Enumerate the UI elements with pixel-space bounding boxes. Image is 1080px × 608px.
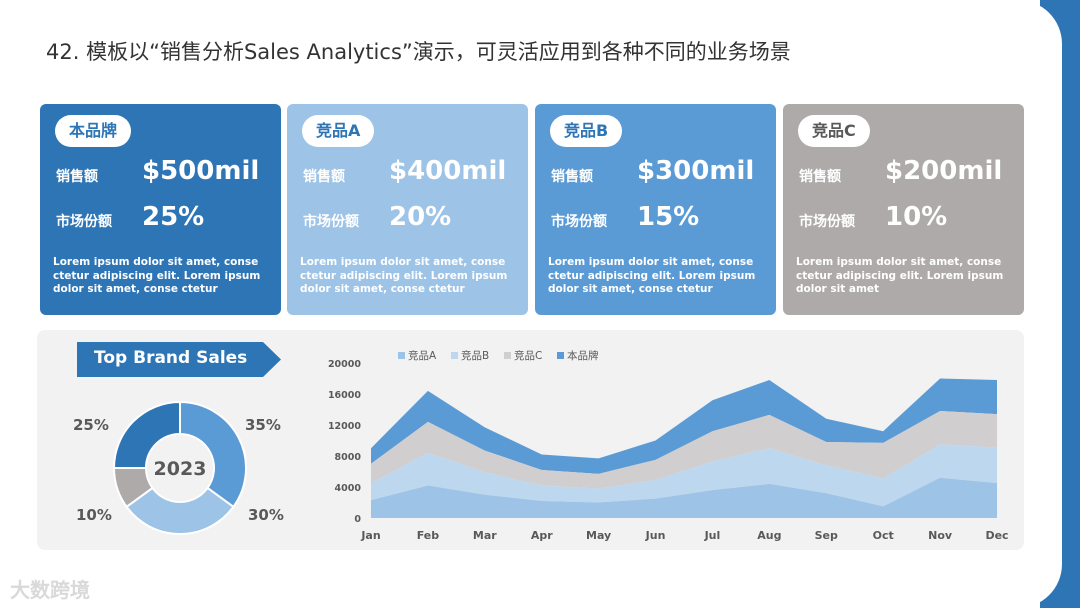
legend-label: 竞品A [408, 349, 437, 362]
card-sales-label: 销售额 [303, 169, 345, 185]
card-brand-pill: 竞品A [302, 115, 375, 147]
x-tick-label: Dec [985, 529, 1008, 542]
section-banner-label: Top Brand Sales [94, 348, 248, 368]
card-description: Lorem ipsum dolor sit amet, conse ctetur… [53, 256, 261, 295]
donut-label-own-brand: 25% [73, 416, 109, 434]
x-tick-label: Nov [928, 529, 953, 542]
card-share-value: 15% [637, 202, 700, 232]
y-tick-label: 4000 [335, 483, 362, 494]
area-series-3 [371, 378, 997, 474]
legend-label: 竞品C [514, 349, 542, 362]
legend-swatch [504, 352, 511, 359]
card-description: Lorem ipsum dolor sit amet, conse ctetur… [548, 256, 756, 295]
card-own-brand: 本品牌 销售额 $500mil 市场份额 25% Lorem ipsum dol… [40, 104, 281, 315]
card-share-value: 20% [389, 202, 452, 232]
card-description: Lorem ipsum dolor sit amet, conse ctetur… [300, 256, 508, 295]
x-tick-label: Feb [417, 529, 440, 542]
card-share-label: 市场份额 [799, 214, 855, 230]
y-tick-label: 16000 [328, 390, 361, 401]
y-tick-label: 8000 [335, 452, 362, 463]
card-share-label: 市场份额 [303, 214, 359, 230]
card-sales-label: 销售额 [551, 169, 593, 185]
legend-label: 竞品B [461, 349, 489, 362]
x-tick-label: Jul [704, 529, 721, 542]
donut-slice-0 [179, 400, 247, 509]
card-sales-value: $400mil [389, 156, 507, 186]
card-share-label: 市场份额 [551, 214, 607, 230]
area-series-2 [371, 411, 997, 489]
x-tick-label: May [586, 529, 611, 542]
x-tick-label: Jan [360, 529, 380, 542]
legend-swatch [451, 352, 458, 359]
x-tick-label: Aug [757, 529, 781, 542]
y-tick-label: 20000 [328, 359, 361, 370]
area-series-1 [371, 444, 997, 507]
page-title: 42. 模板以“销售分析Sales Analytics”演示，可灵活应用到各种不… [46, 40, 791, 64]
card-competitor-a: 竞品A 销售额 $400mil 市场份额 20% Lorem ipsum dol… [287, 104, 528, 315]
card-share-value: 25% [142, 202, 205, 232]
card-sales-value: $200mil [885, 156, 1003, 186]
x-tick-label: Mar [473, 529, 497, 542]
section-banner [77, 342, 281, 377]
card-sales-value: $500mil [142, 156, 260, 186]
card-brand-pill: 竞品B [550, 115, 623, 147]
donut-label-competitor-a: 35% [245, 416, 281, 434]
y-tick-label: 0 [354, 514, 361, 525]
card-description: Lorem ipsum dolor sit amet, conse ctetur… [796, 256, 1004, 295]
card-brand-pill: 本品牌 [55, 115, 132, 147]
card-competitor-b: 竞品B 销售额 $300mil 市场份额 15% Lorem ipsum dol… [535, 104, 776, 315]
donut-label-competitor-b: 30% [248, 506, 284, 524]
card-brand-pill: 竞品C [798, 115, 870, 147]
watermark: 大数跨境 [10, 578, 90, 602]
donut-label-competitor-c: 10% [76, 506, 112, 524]
x-tick-label: Sep [815, 529, 838, 542]
x-tick-label: Oct [873, 529, 894, 542]
card-share-label: 市场份额 [56, 214, 112, 230]
y-tick-label: 12000 [328, 421, 361, 432]
donut-hole [147, 435, 213, 501]
card-competitor-c: 竞品C 销售额 $200mil 市场份额 10% Lorem ipsum dol… [783, 104, 1024, 315]
donut-chart: 2023 [112, 400, 247, 535]
legend-label: 本品牌 [567, 349, 599, 362]
card-share-value: 10% [885, 202, 948, 232]
donut-center-label: 2023 [154, 458, 207, 480]
legend-swatch [557, 352, 564, 359]
card-sales-value: $300mil [637, 156, 755, 186]
x-tick-label: Jun [645, 529, 666, 542]
card-sales-label: 销售额 [56, 169, 98, 185]
x-tick-label: Apr [531, 529, 553, 542]
stacked-area-chart: 0 4000 8000 12000 16000 20000 Jan Feb Mar Apr May J… [328, 349, 1009, 542]
area-series-0 [371, 477, 997, 518]
legend-swatch [398, 352, 405, 359]
donut-slice-1 [125, 486, 235, 535]
donut-slice-3 [112, 400, 181, 469]
card-sales-label: 销售额 [799, 169, 841, 185]
